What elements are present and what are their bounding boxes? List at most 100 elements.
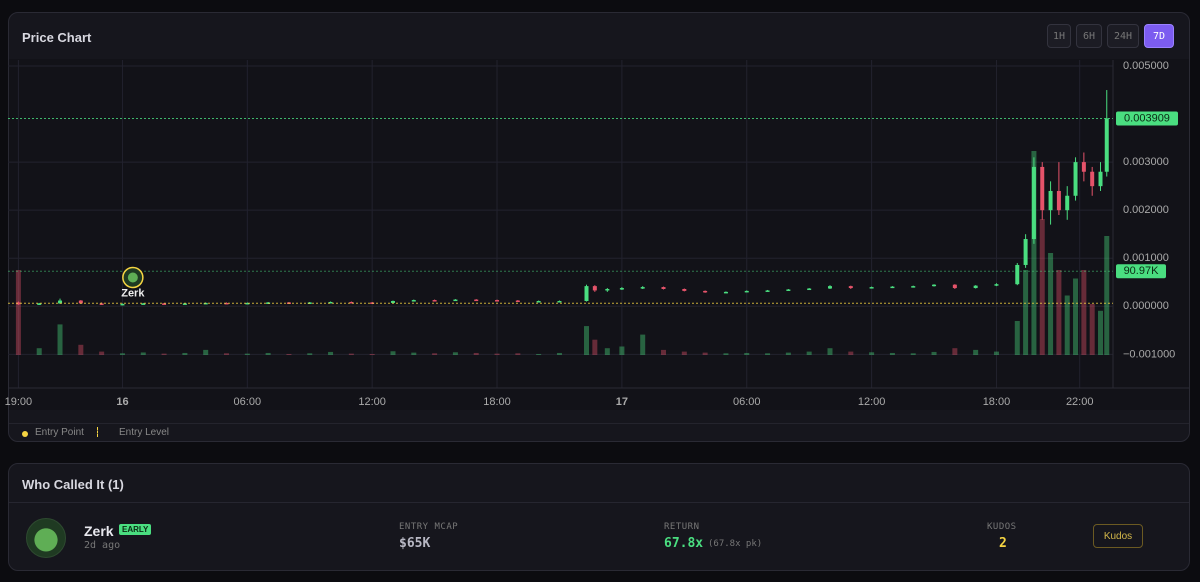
y-tick-label: −0.001000 (1123, 348, 1175, 360)
candle-body (328, 301, 333, 304)
x-tick-label: 17 (616, 396, 628, 408)
candle-body (605, 288, 610, 291)
price-label: 0.003909 (1124, 112, 1170, 124)
candle-body (37, 303, 42, 305)
volume-bar (869, 352, 875, 355)
volume-bar (536, 353, 542, 355)
candle-body (661, 287, 666, 289)
volume-bar (723, 353, 729, 355)
candle-body (1040, 166, 1045, 211)
candle-body (973, 285, 978, 289)
x-tick-label: 12:00 (858, 396, 886, 408)
x-tick-label: 18:00 (983, 396, 1011, 408)
volume-bar (99, 351, 105, 355)
candle-body (807, 288, 812, 291)
volume-bar (785, 352, 791, 355)
volume-bar (661, 349, 667, 355)
candle-body (1098, 171, 1103, 187)
legend-label: Entry Level (119, 427, 170, 438)
volume-bar (390, 351, 396, 355)
candle-body (1015, 264, 1020, 285)
candle-body (474, 299, 479, 302)
volume-bar (702, 352, 708, 355)
y-tick-label: 0.003000 (1123, 156, 1169, 168)
candle-body (682, 288, 687, 291)
volume-bar (369, 353, 375, 355)
volume-bar (910, 353, 916, 355)
call-time: 2d ago (84, 540, 121, 551)
entry-level-swatch (97, 427, 98, 437)
mcap-tag (1116, 264, 1166, 279)
volume-bar (1064, 295, 1070, 355)
candle-body (1031, 166, 1036, 240)
volume-bar (765, 353, 771, 355)
timeframe-button[interactable]: 6H (1076, 24, 1102, 48)
x-tick-label: 06:00 (733, 396, 761, 408)
volume-bar (889, 352, 895, 355)
candle-body (1090, 171, 1095, 187)
volume-bar (1039, 219, 1045, 355)
candle-body (141, 303, 146, 305)
price-tag (1116, 111, 1178, 126)
candle-body (58, 300, 63, 304)
volume-bar (806, 351, 812, 355)
candle-body (723, 291, 728, 294)
volume-bar (203, 349, 209, 355)
candle-body (515, 300, 520, 303)
candle-body (1023, 239, 1028, 265)
caller-panel: Who Called It (1) Zerk EARLY 2d ago ENTR… (8, 463, 1190, 571)
plot-background (9, 59, 1189, 410)
candle-body (1065, 195, 1070, 211)
volume-bar (119, 353, 125, 355)
volume-bar (973, 349, 979, 355)
price-chart: 0.005000 0.003000 0.002000 0.001000 0.000000… (4, 59, 1189, 410)
x-tick-label: 16 (116, 396, 128, 408)
volume-bar (619, 346, 625, 355)
candle-body (640, 287, 645, 289)
peak-return: (67.8x pk) (708, 539, 763, 549)
x-tick-label: 06:00 (234, 396, 262, 408)
candle-body (1048, 190, 1053, 211)
timeframe-button[interactable]: 7D (1144, 24, 1174, 48)
x-tick-label: 18:00 (483, 396, 511, 408)
y-tick-label: 0.000000 (1123, 300, 1169, 312)
candle-body (453, 299, 458, 302)
volume-bar (286, 353, 292, 355)
volume-bar (1014, 321, 1020, 355)
legend-label: Entry Point (35, 427, 84, 438)
badge: EARLY (119, 524, 152, 535)
candle-body (245, 302, 250, 305)
volume-bar (1048, 253, 1054, 355)
volume-bar (1104, 236, 1110, 355)
candle-body (99, 303, 104, 305)
y-tick-label: 0.001000 (1123, 252, 1169, 264)
volume-bar (1089, 304, 1095, 355)
label: RETURN (664, 522, 700, 532)
panel-title: Who Called It (1) (22, 477, 124, 492)
timeframe-button[interactable]: 24H (1107, 24, 1139, 48)
volume-bar (931, 351, 937, 355)
candle-body (557, 301, 562, 303)
x-tick-label: 12:00 (358, 396, 386, 408)
kudos-button[interactable]: Kudos (1093, 524, 1143, 548)
volume-bar (584, 326, 590, 355)
candle-body (411, 300, 416, 302)
candle-body (952, 284, 957, 289)
volume-bar (265, 352, 271, 355)
candle-body (848, 286, 853, 289)
volume-bar (640, 334, 646, 355)
volume-bar (827, 348, 833, 355)
entry-point-swatch (22, 431, 28, 437)
candle-body (1056, 190, 1061, 211)
volume-bar (604, 348, 610, 355)
label: ENTRY MCAP (399, 522, 459, 532)
volume-bar (515, 353, 521, 355)
candle-body (1081, 162, 1086, 172)
y-tick-label: 0.002000 (1123, 204, 1169, 216)
volume-bar (348, 353, 354, 355)
volume-bar (452, 352, 458, 355)
volume-bar (952, 348, 958, 355)
timeframe-button[interactable]: 1H (1047, 24, 1071, 48)
volume-bar (473, 352, 479, 355)
